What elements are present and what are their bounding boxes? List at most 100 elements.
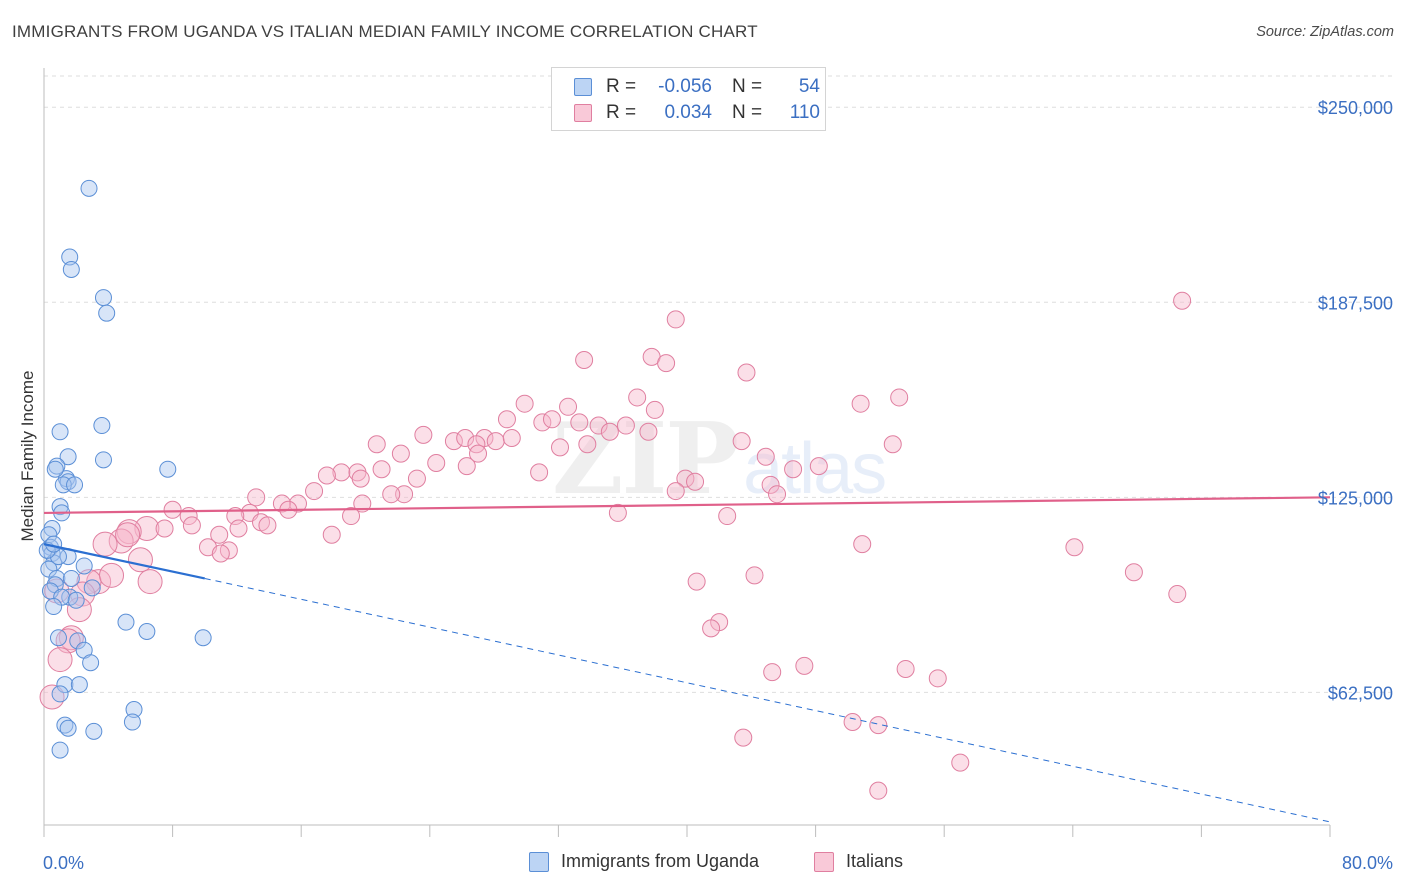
- italians-point: [127, 547, 153, 573]
- italians-point: [1168, 585, 1187, 604]
- italians-point: [353, 494, 372, 513]
- italians-point: [414, 425, 433, 444]
- italians-point: [732, 432, 751, 451]
- italians-point: [247, 488, 266, 507]
- legend-n-value: 54: [798, 76, 820, 97]
- uganda-point: [51, 423, 69, 441]
- italians-point: [182, 516, 201, 535]
- italians-point: [1173, 291, 1192, 310]
- italians-point: [155, 519, 174, 538]
- italians-point: [756, 447, 775, 466]
- italians-point: [686, 472, 705, 491]
- correlation-legend: R = -0.056 N = 54 R = 0.034 N = 110: [551, 67, 826, 131]
- series-swatch-blue: [529, 851, 549, 872]
- italians-point: [589, 416, 608, 435]
- series-legend: Immigrants from Uganda Italians: [0, 851, 1406, 877]
- legend-r-label: R =: [606, 76, 637, 97]
- italians-point: [395, 485, 414, 504]
- italians-point: [137, 569, 163, 595]
- italians-point: [372, 460, 391, 479]
- italians-point: [456, 429, 475, 448]
- uganda-point: [62, 260, 80, 278]
- italians-point: [702, 619, 721, 638]
- axes: [43, 68, 1331, 837]
- uganda-point: [159, 460, 177, 478]
- italians-point: [928, 669, 947, 688]
- x-tick-label-max: 80.0%: [1342, 853, 1393, 873]
- italians-point: [645, 400, 664, 419]
- uganda-point: [94, 289, 112, 307]
- italians-point: [657, 354, 676, 373]
- uganda-point: [70, 676, 88, 694]
- italians-point: [444, 432, 463, 451]
- legend-swatch-blue: [574, 78, 592, 96]
- uganda-point: [85, 722, 103, 740]
- uganda-point: [51, 498, 69, 516]
- watermark: ZIPatlas: [552, 402, 887, 517]
- uganda-point: [138, 623, 156, 641]
- italians-point: [342, 507, 361, 526]
- italians-point: [407, 469, 426, 488]
- uganda-trend-line: [43, 543, 205, 580]
- italians-point: [628, 388, 647, 407]
- italians-point: [47, 647, 73, 673]
- uganda-points: [38, 179, 212, 759]
- italians-point: [570, 413, 589, 432]
- gridlines: [44, 75, 1395, 693]
- legend-n-value: 110: [789, 102, 820, 123]
- legend-n-label: N =: [732, 76, 763, 97]
- italians-point: [515, 394, 534, 413]
- italians-point: [486, 432, 505, 451]
- italians-point: [229, 519, 248, 538]
- italians-point: [502, 429, 521, 448]
- italians-point: [210, 525, 229, 544]
- legend-row-italians: R = 0.034 N = 110: [574, 100, 820, 126]
- uganda-point: [48, 457, 66, 475]
- uganda-point: [82, 654, 100, 672]
- italians-point: [745, 566, 764, 585]
- italians-point: [427, 453, 446, 472]
- series-label-italians: Italians: [846, 851, 904, 871]
- uganda-point: [46, 460, 64, 478]
- uganda-point: [59, 448, 77, 466]
- italians-point: [896, 659, 915, 678]
- uganda-point: [123, 713, 141, 731]
- italians-point: [66, 597, 92, 623]
- italians-point: [951, 753, 970, 772]
- italians-point: [351, 469, 370, 488]
- italians-point: [890, 388, 909, 407]
- italians-point: [497, 410, 516, 429]
- italians-point: [666, 310, 685, 329]
- legend-r-value: -0.056: [658, 76, 712, 97]
- uganda-point: [49, 629, 67, 647]
- italians-point: [639, 422, 658, 441]
- legend-n-label: N =: [732, 102, 763, 123]
- trend-lines: [43, 496, 1331, 823]
- italians-point: [761, 475, 780, 494]
- italians-point: [211, 544, 230, 563]
- italians-point: [883, 435, 902, 454]
- y-tick-label: $250,000: [1318, 98, 1393, 118]
- uganda-point: [45, 598, 63, 616]
- italians-trend-line: [43, 496, 1331, 515]
- italians-point: [39, 684, 65, 710]
- italians-point: [851, 394, 870, 413]
- uganda-point: [61, 248, 79, 266]
- italians-point: [666, 482, 685, 501]
- italians-point: [578, 435, 597, 454]
- uganda-point: [125, 701, 143, 719]
- legend-row-uganda: R = -0.056 N = 54: [574, 74, 820, 100]
- legend-r-value: 0.034: [664, 102, 712, 123]
- italians-point: [533, 413, 552, 432]
- italians-point: [55, 628, 81, 654]
- uganda-point: [51, 741, 69, 759]
- italians-point: [99, 562, 125, 588]
- italians-point: [608, 503, 627, 522]
- uganda-point: [69, 632, 87, 650]
- legend-swatch-pink: [574, 104, 592, 122]
- italians-point: [317, 466, 336, 485]
- uganda-point: [98, 304, 116, 322]
- italians-point: [600, 422, 619, 441]
- italians-point: [843, 713, 862, 732]
- italians-point: [288, 494, 307, 513]
